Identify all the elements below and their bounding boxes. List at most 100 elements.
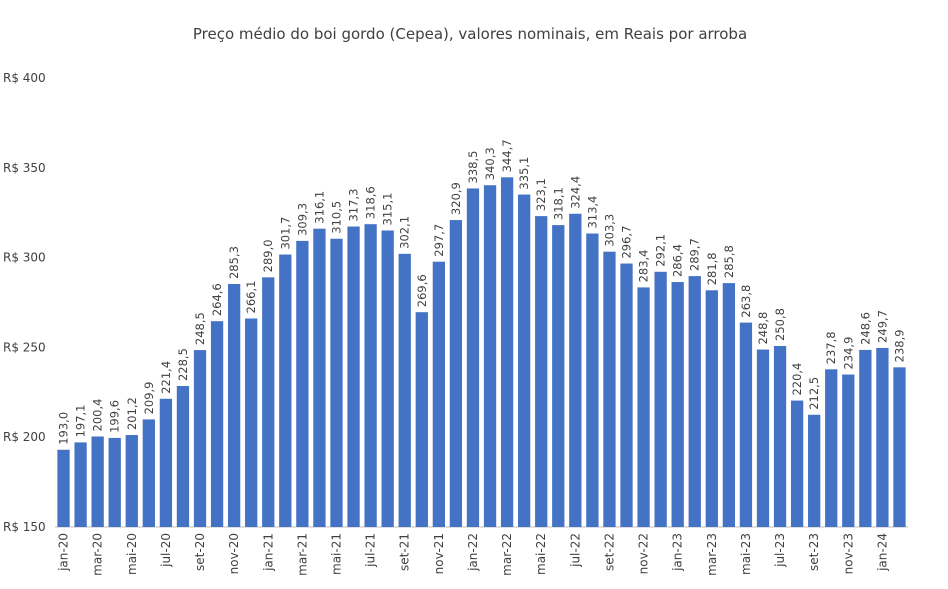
value-label: 296,7 (620, 226, 634, 259)
value-label: 221,4 (159, 361, 173, 394)
bar (637, 287, 650, 527)
bar (74, 442, 87, 527)
value-label: 281,8 (705, 252, 719, 285)
bar (227, 284, 241, 527)
value-label: 285,3 (227, 246, 241, 279)
bar (108, 437, 121, 527)
bar (722, 283, 736, 527)
x-tick-label: mai-23 (739, 533, 753, 575)
x-tick-label: mai-20 (125, 533, 139, 575)
x-tick-label: mar-21 (295, 533, 309, 576)
value-label: 200,4 (91, 399, 105, 432)
value-label: 297,7 (432, 224, 446, 257)
value-label: 289,7 (688, 238, 702, 271)
x-tick-label: jul-20 (159, 533, 173, 568)
bar (859, 349, 872, 527)
x-tick-label: jul-21 (364, 533, 378, 568)
bar (347, 226, 360, 527)
bar (552, 225, 565, 527)
bar (381, 230, 394, 527)
x-tick-label: jan-20 (57, 533, 71, 572)
value-label: 248,6 (858, 312, 872, 345)
bar (603, 251, 616, 527)
value-label: 283,4 (637, 249, 651, 282)
x-tick-label: jan-21 (261, 533, 275, 572)
bar (57, 449, 70, 527)
bar (671, 282, 684, 527)
x-tick-label: nov-22 (637, 533, 651, 574)
x-tick-label: mai-22 (534, 533, 548, 575)
bar (773, 345, 787, 527)
value-label: 335,1 (517, 157, 531, 190)
value-label: 303,3 (602, 214, 616, 247)
bar (705, 290, 718, 527)
value-label: 316,1 (312, 191, 326, 224)
chart-title: Preço médio do boi gordo (Cepea), valore… (193, 25, 747, 43)
value-label: 315,1 (381, 193, 395, 226)
y-tick-label: R$ 150 (3, 520, 46, 534)
value-label: 338,5 (466, 151, 480, 184)
bar (415, 312, 428, 527)
value-label: 193,0 (57, 412, 71, 445)
x-tick-label: nov-21 (432, 533, 446, 574)
value-label: 263,8 (739, 285, 753, 318)
x-tick-label: jul-23 (773, 533, 787, 568)
bar (210, 321, 224, 527)
value-label: 292,1 (654, 234, 668, 267)
bar (825, 369, 838, 527)
value-label: 220,4 (790, 363, 804, 396)
bar (842, 374, 855, 527)
x-tick-label: mai-21 (329, 533, 343, 575)
bar (313, 228, 326, 528)
value-label: 201,2 (125, 397, 139, 430)
bar (262, 277, 275, 527)
y-tick-label: R$ 200 (3, 430, 46, 444)
value-label: 199,6 (108, 400, 122, 433)
value-label: 302,1 (398, 216, 412, 249)
y-tick-label: R$ 400 (3, 71, 46, 85)
value-label: 209,9 (142, 381, 156, 414)
bar (483, 185, 497, 528)
value-label: 212,5 (807, 377, 821, 410)
x-tick-label: jul-22 (568, 533, 582, 568)
value-label: 197,1 (74, 404, 88, 437)
bar (586, 233, 599, 527)
bar (279, 254, 292, 527)
x-tick-label: mar-22 (500, 533, 514, 576)
y-tick-label: R$ 350 (3, 161, 46, 175)
bar (620, 263, 633, 527)
bar (432, 261, 445, 527)
y-tick-label: R$ 250 (3, 340, 46, 354)
bar (756, 349, 770, 527)
bar (535, 216, 548, 527)
value-label: 320,9 (449, 182, 463, 215)
bar (330, 238, 343, 527)
x-tick-label: set-20 (193, 533, 207, 571)
value-label: 285,8 (722, 245, 736, 278)
x-tick-label: jan-23 (671, 533, 685, 572)
value-label: 324,4 (568, 176, 582, 209)
bar (159, 398, 173, 527)
x-tick-label: set-23 (807, 533, 821, 571)
bar (364, 224, 377, 527)
value-label: 248,8 (756, 312, 770, 345)
x-tick-label: jan-22 (466, 533, 480, 572)
value-label: 289,0 (261, 239, 275, 272)
value-label: 310,5 (329, 201, 343, 234)
bar (466, 188, 480, 528)
value-label: 238,9 (892, 329, 906, 362)
bar (296, 240, 309, 527)
value-label: 264,6 (210, 283, 224, 316)
y-tick-label: R$ 300 (3, 251, 46, 265)
bar (142, 419, 155, 527)
bar (518, 194, 531, 527)
value-label: 317,3 (347, 189, 361, 222)
bar (654, 271, 667, 527)
bar (808, 414, 821, 527)
bar (500, 177, 514, 528)
bar (176, 386, 190, 527)
value-label: 266,1 (244, 281, 258, 314)
value-label: 269,6 (415, 274, 429, 307)
value-label: 228,5 (176, 348, 190, 381)
value-label: 250,8 (773, 308, 787, 341)
